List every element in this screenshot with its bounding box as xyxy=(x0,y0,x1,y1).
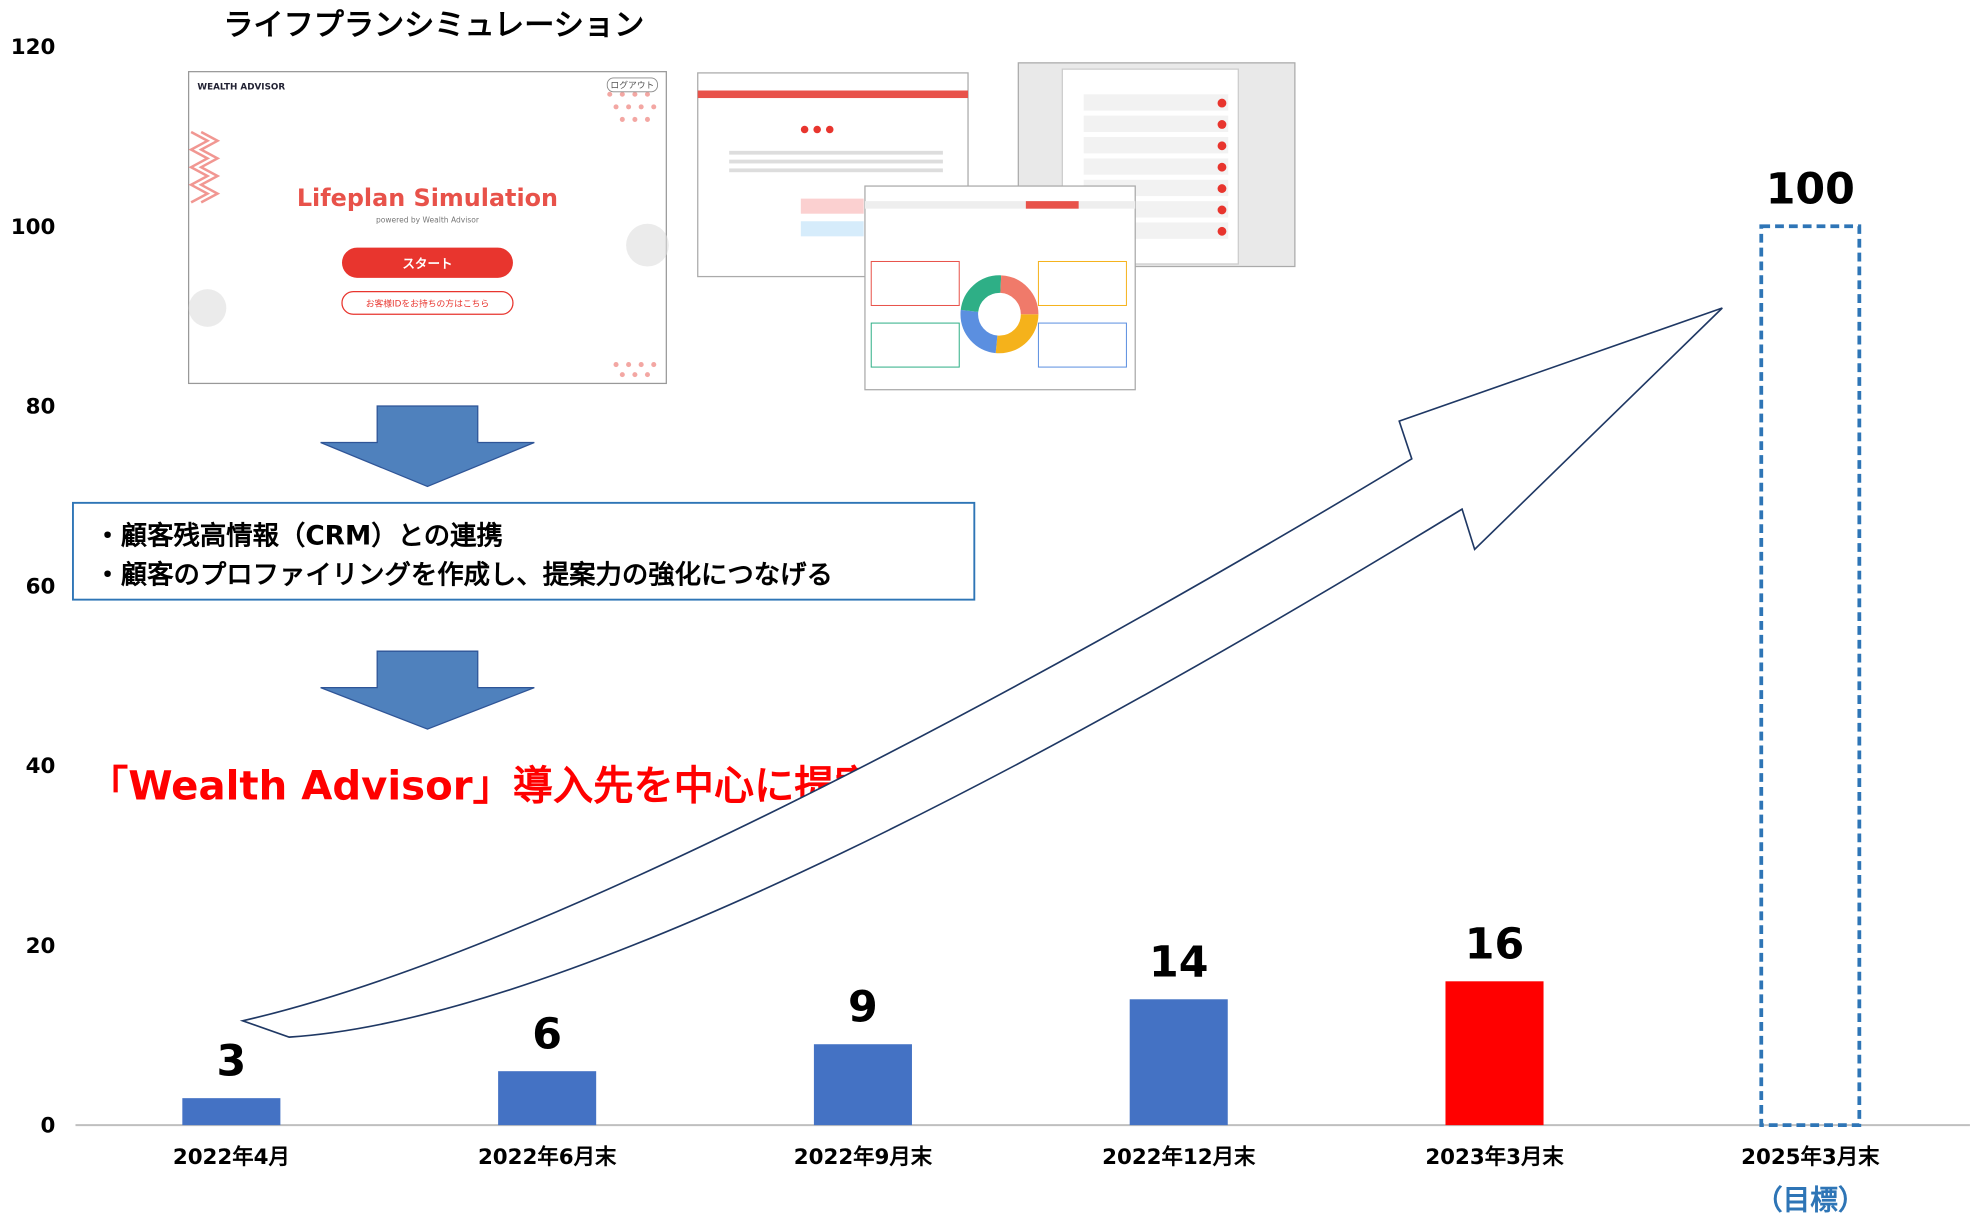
x-tick-label: 2022年9月末 xyxy=(794,1144,933,1170)
heading: Lifeplan Simulation xyxy=(297,184,558,212)
x-tick-sublabel: （目標） xyxy=(1755,1183,1866,1214)
highlight: 「Wealth Advisor」導入先を中心に提案 xyxy=(88,764,876,810)
x-tick-label: 2022年4月 xyxy=(173,1144,290,1170)
value-label: 16 xyxy=(1465,920,1524,970)
value-label: 100 xyxy=(1766,165,1855,215)
subheading: powered by Wealth Advisor xyxy=(376,216,480,225)
value-label: 9 xyxy=(848,983,878,1033)
value-label: 3 xyxy=(216,1037,246,1087)
note-box xyxy=(72,501,976,601)
y-tick-label: 20 xyxy=(26,934,56,959)
y-tick-label: 120 xyxy=(11,35,56,60)
y-tick-label: 0 xyxy=(40,1114,55,1139)
bar xyxy=(813,1044,912,1126)
note: ・顧客残高情報（CRM）との連携 xyxy=(94,520,503,551)
y-tick-label: 100 xyxy=(11,215,56,240)
screenshot-main: WEALTH ADVISOR ログアウト Lifeplan Simulation… xyxy=(187,71,669,385)
y-tick-label: 40 xyxy=(26,754,56,779)
start-button: スタート xyxy=(402,256,452,271)
y-tick-label: 80 xyxy=(26,395,56,420)
x-tick-label: 2022年6月末 xyxy=(478,1144,617,1170)
down-arrow xyxy=(320,405,535,488)
y-tick-label: 60 xyxy=(26,574,56,599)
logout: ログアウト xyxy=(610,79,654,91)
value-label: 6 xyxy=(532,1010,562,1060)
screenshot-chart xyxy=(864,185,1136,391)
bar xyxy=(1129,999,1228,1126)
title: ライフプランシミュレーション xyxy=(223,8,644,43)
down-arrow xyxy=(320,650,535,730)
logo: WEALTH ADVISOR xyxy=(197,82,285,92)
id-link: お客様IDをお持ちの方はこちら xyxy=(366,298,490,310)
growth-arrow xyxy=(239,307,1723,1038)
bar xyxy=(182,1098,281,1126)
x-tick-label: 2022年12月末 xyxy=(1102,1144,1256,1170)
value-label: 14 xyxy=(1149,938,1208,988)
note: ・顧客のプロファイリングを作成し、提案力の強化につなげる xyxy=(94,559,833,590)
x-tick-label: 2023年3月末 xyxy=(1425,1144,1564,1170)
bar xyxy=(1445,981,1544,1126)
x-tick-label: 2025年3月末 xyxy=(1741,1144,1880,1170)
bar xyxy=(1759,224,1862,1128)
bar xyxy=(498,1071,597,1126)
